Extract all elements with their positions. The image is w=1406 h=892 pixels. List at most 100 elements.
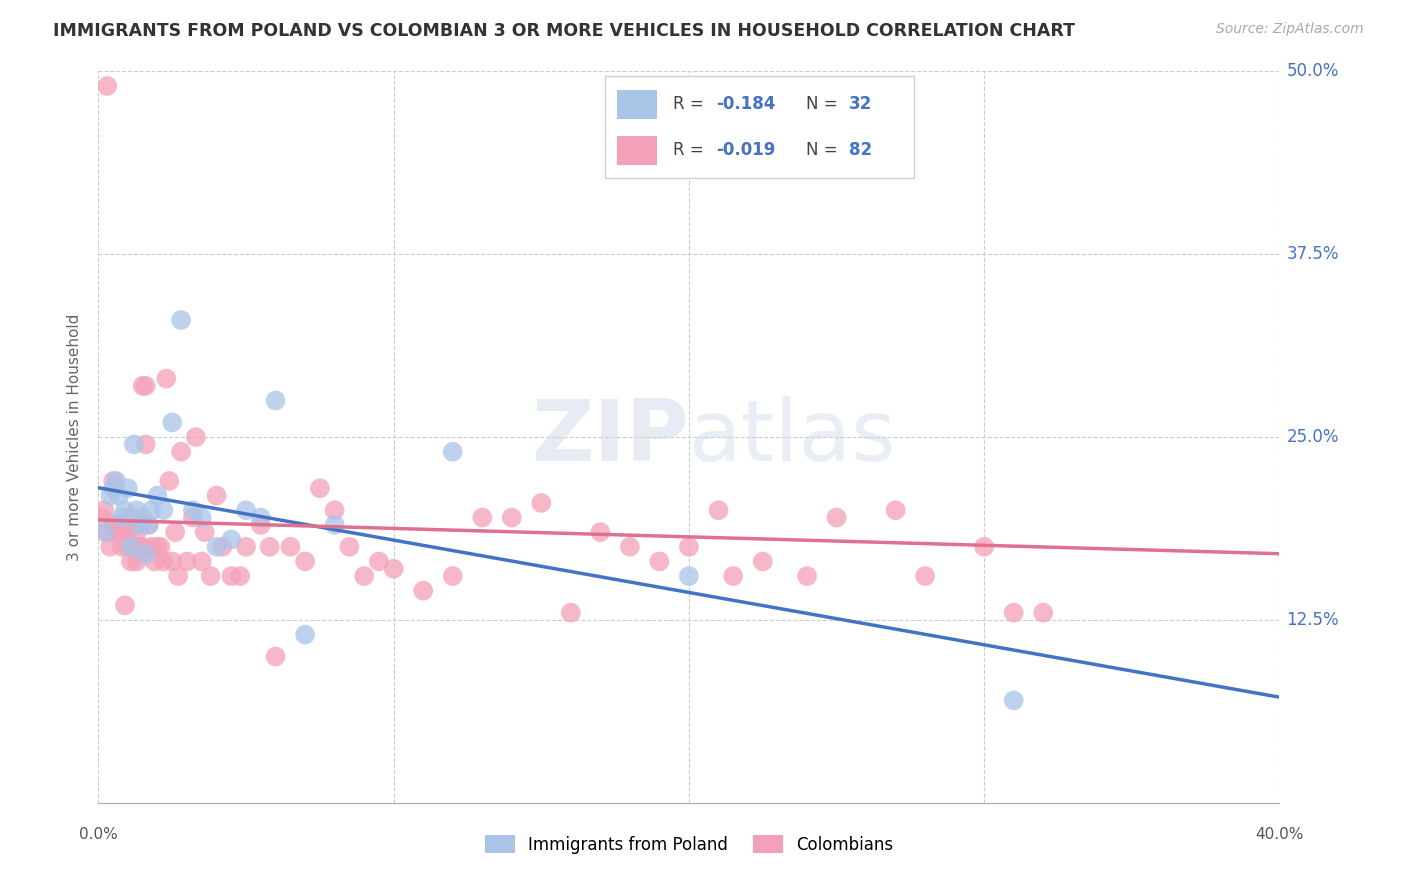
Point — [103, 481, 125, 495]
Point — [825, 115, 848, 129]
Point — [152, 503, 174, 517]
Text: R =: R = — [672, 95, 709, 112]
Point — [200, 569, 222, 583]
Point — [441, 569, 464, 583]
Point — [122, 437, 145, 451]
Point — [280, 540, 302, 554]
Point — [309, 481, 332, 495]
Point — [138, 517, 160, 532]
Text: 37.5%: 37.5% — [1286, 245, 1339, 263]
Point — [914, 569, 936, 583]
Point — [111, 510, 134, 524]
Point — [560, 606, 582, 620]
Point — [103, 474, 125, 488]
Point — [191, 510, 214, 524]
Point — [441, 444, 464, 458]
Point — [250, 510, 273, 524]
Point — [235, 503, 257, 517]
Text: N =: N = — [806, 141, 842, 159]
Point — [184, 430, 207, 444]
Point — [648, 554, 671, 568]
Point — [235, 540, 257, 554]
Point — [205, 540, 228, 554]
Point — [108, 517, 131, 532]
Point — [117, 525, 139, 540]
Text: N =: N = — [806, 95, 842, 112]
Point — [678, 569, 700, 583]
Point — [128, 540, 150, 554]
Point — [93, 525, 115, 540]
Text: atlas: atlas — [689, 395, 897, 479]
Point — [149, 540, 172, 554]
Point — [135, 379, 157, 393]
Point — [707, 503, 730, 517]
Point — [884, 503, 907, 517]
Bar — [617, 90, 657, 119]
Point — [162, 416, 183, 430]
Point — [205, 489, 228, 503]
Point — [98, 489, 121, 503]
Point — [825, 510, 848, 524]
Point — [120, 554, 142, 568]
Point — [264, 393, 287, 408]
Point — [167, 569, 190, 583]
Point — [96, 78, 118, 93]
Point — [152, 554, 174, 568]
Text: 82: 82 — [849, 141, 872, 159]
Text: ZIP: ZIP — [531, 395, 689, 479]
Point — [125, 525, 148, 540]
Text: -0.019: -0.019 — [716, 141, 775, 159]
Point — [93, 503, 115, 517]
Point — [105, 525, 128, 540]
Point — [165, 525, 187, 540]
Point — [96, 525, 118, 540]
Point — [678, 540, 700, 554]
Text: 25.0%: 25.0% — [1286, 428, 1339, 446]
Point — [138, 517, 160, 532]
Text: 50.0%: 50.0% — [1286, 62, 1339, 80]
Point — [114, 517, 136, 532]
Point — [170, 444, 193, 458]
Point — [294, 627, 316, 641]
Point — [323, 503, 346, 517]
Point — [143, 554, 166, 568]
Point — [221, 533, 243, 547]
Point — [752, 554, 775, 568]
Point — [229, 569, 252, 583]
Point — [211, 540, 233, 554]
Point — [471, 510, 494, 524]
Point — [122, 540, 145, 554]
Text: 32: 32 — [849, 95, 872, 112]
Point — [170, 313, 193, 327]
Point — [194, 525, 217, 540]
Point — [114, 599, 136, 613]
Text: R =: R = — [672, 141, 709, 159]
Point — [117, 481, 139, 495]
Point — [353, 569, 375, 583]
Point — [103, 517, 125, 532]
Point — [141, 540, 163, 554]
Point — [125, 554, 148, 568]
Point — [157, 474, 180, 488]
Point — [105, 474, 128, 488]
Point — [368, 554, 391, 568]
Point — [90, 510, 112, 524]
Point — [619, 540, 641, 554]
Point — [117, 540, 139, 554]
Point — [162, 554, 183, 568]
Point — [221, 569, 243, 583]
Point — [135, 547, 157, 561]
Point — [146, 540, 169, 554]
Point — [108, 489, 131, 503]
Point — [323, 517, 346, 532]
Point — [530, 496, 553, 510]
Point — [264, 649, 287, 664]
Text: 40.0%: 40.0% — [1256, 827, 1303, 841]
Point — [111, 540, 134, 554]
Point — [114, 503, 136, 517]
Point — [259, 540, 281, 554]
Point — [111, 525, 134, 540]
Point — [250, 517, 273, 532]
Text: 0.0%: 0.0% — [79, 827, 118, 841]
Y-axis label: 3 or more Vehicles in Household: 3 or more Vehicles in Household — [67, 313, 83, 561]
